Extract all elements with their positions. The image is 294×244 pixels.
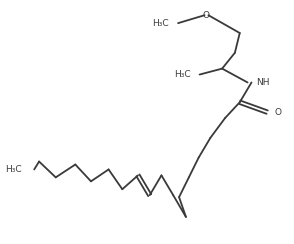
- Text: O: O: [203, 11, 210, 20]
- Text: O: O: [274, 108, 281, 117]
- Text: H₃C: H₃C: [152, 19, 168, 28]
- Text: H₃C: H₃C: [174, 70, 191, 79]
- Text: H₃C: H₃C: [5, 165, 21, 174]
- Text: NH: NH: [256, 78, 270, 87]
